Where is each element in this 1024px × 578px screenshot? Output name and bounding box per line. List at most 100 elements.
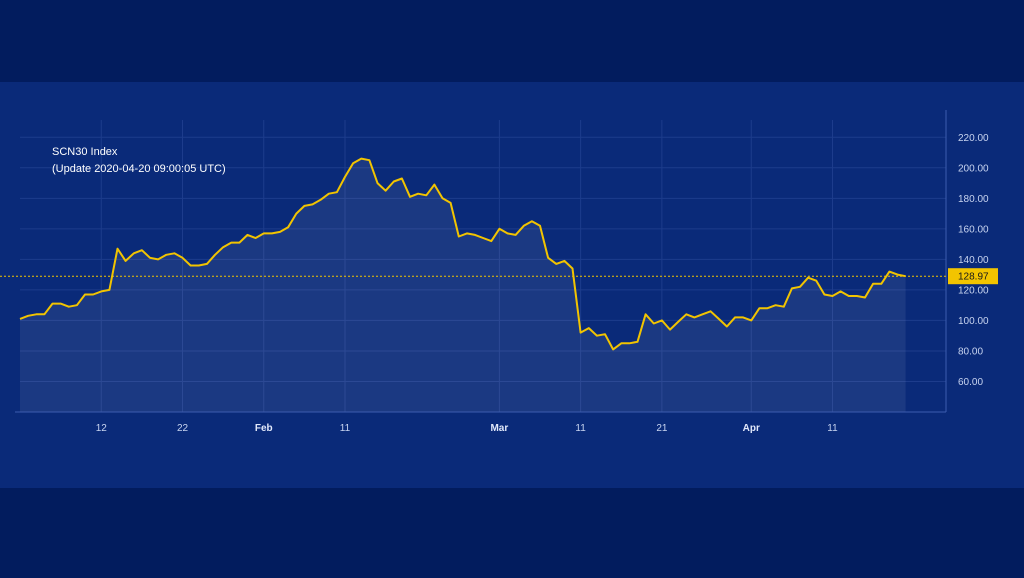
data-point (107, 288, 111, 292)
chart-svg: 60.00 80.00 100.00 120.00 140.00 160.00 180.00… (0, 110, 998, 434)
x-tick-label: 11 (340, 423, 351, 434)
chart-panel: 60.00 80.00 100.00 120.00 140.00 160.00 180.00… (0, 82, 1024, 488)
data-point (221, 245, 225, 249)
data-point (367, 158, 371, 162)
data-point (571, 267, 575, 271)
y-tick-label: 120.00 (958, 285, 989, 296)
x-tick-label: 12 (96, 423, 108, 434)
data-point (424, 193, 428, 197)
data-point (246, 233, 250, 237)
data-point (749, 318, 753, 322)
data-point (538, 224, 542, 228)
data-point (335, 190, 339, 194)
y-tick-label: 80.00 (958, 346, 983, 357)
data-point (896, 273, 900, 277)
data-point (782, 305, 786, 309)
x-tick-label: 22 (177, 423, 189, 434)
data-point (887, 270, 891, 274)
x-tick-label: Apr (743, 423, 760, 434)
data-point (457, 235, 461, 239)
data-point (757, 306, 761, 310)
data-point (546, 256, 550, 260)
data-point (725, 325, 729, 329)
data-point (286, 225, 290, 229)
y-tick-label: 140.00 (958, 255, 989, 266)
data-point (294, 212, 298, 216)
data-point (530, 219, 534, 223)
data-point (237, 241, 241, 245)
data-point (879, 282, 883, 286)
data-point (684, 312, 688, 316)
data-point (481, 236, 485, 240)
data-point (270, 231, 274, 235)
data-point (871, 282, 875, 286)
data-point (400, 177, 404, 181)
chart-subtitle: (Update 2020-04-20 09:00:05 UTC) (52, 163, 226, 175)
data-point (473, 233, 477, 237)
y-tick-label: 200.00 (958, 163, 989, 174)
data-point (587, 326, 591, 330)
data-point (465, 231, 469, 235)
last-value-tag-box (948, 268, 998, 285)
y-tick-label: 100.00 (958, 316, 989, 327)
data-point (562, 259, 566, 263)
data-point (522, 224, 526, 228)
data-point (156, 257, 160, 261)
data-point (262, 231, 266, 235)
data-point (652, 322, 656, 326)
data-point (343, 175, 347, 179)
data-point (91, 293, 95, 297)
data-point (595, 334, 599, 338)
data-point (408, 195, 412, 199)
data-point (172, 251, 176, 255)
data-point (619, 341, 623, 345)
data-point (392, 180, 396, 184)
data-point (554, 262, 558, 266)
data-point (449, 201, 453, 205)
data-point (863, 296, 867, 300)
last-value-label: 128.97 (958, 272, 989, 283)
data-point (717, 317, 721, 321)
data-point (506, 231, 510, 235)
data-point (59, 302, 63, 306)
series-line (19, 157, 906, 351)
data-point (676, 320, 680, 324)
data-point (75, 303, 79, 307)
x-tick-label: 21 (656, 423, 668, 434)
data-point (814, 279, 818, 283)
series-area-fill (20, 158, 906, 412)
data-point (668, 328, 672, 332)
data-point (822, 293, 826, 297)
data-point (34, 312, 38, 316)
data-point (26, 314, 30, 318)
data-point (432, 183, 436, 187)
data-point (489, 239, 493, 243)
data-point (855, 294, 859, 298)
data-point (148, 256, 152, 260)
y-tick-label: 160.00 (958, 224, 989, 235)
data-point (327, 192, 331, 196)
data-point (278, 230, 282, 234)
data-point (660, 318, 664, 322)
data-point (254, 236, 258, 240)
data-point (132, 251, 136, 255)
data-point (701, 312, 705, 316)
data-point (205, 262, 209, 266)
data-point (42, 312, 46, 316)
data-point (116, 247, 120, 251)
data-point (99, 289, 103, 293)
data-point (611, 347, 615, 351)
data-point (441, 196, 445, 200)
grid-layer (20, 120, 946, 412)
data-point (229, 241, 233, 245)
data-point (627, 341, 631, 345)
data-point (636, 340, 640, 344)
data-point (311, 202, 315, 206)
last-value-tag: 128.97 (948, 268, 998, 285)
data-point (514, 233, 518, 237)
data-point (164, 253, 168, 257)
data-point (798, 285, 802, 289)
x-tick-label: Mar (490, 423, 508, 434)
data-point (579, 331, 583, 335)
data-point (806, 276, 810, 280)
